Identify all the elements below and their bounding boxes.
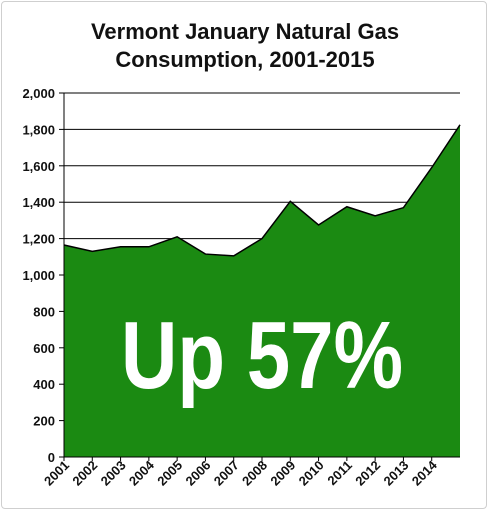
y-tick-label-10: 2,000 <box>22 86 55 101</box>
y-tick-label-1: 200 <box>33 414 55 429</box>
chart-title-line-1: Vermont January Natural Gas <box>90 19 400 44</box>
growth-annotation: Up 57% <box>121 302 403 409</box>
x-tick-label-2002: 2002 <box>69 458 100 489</box>
chart-title: Vermont January Natural Gas Consumption,… <box>0 18 490 74</box>
x-tick-label-2008: 2008 <box>239 458 270 489</box>
axes <box>63 93 460 461</box>
y-tick-labels: 0 200 400 600 800 1,000 1,200 1,400 1,600 1,800 2,… <box>22 86 55 465</box>
x-tick-label-2012: 2012 <box>352 458 383 489</box>
x-tick-label-2004: 2004 <box>126 457 158 489</box>
y-tick-label-0: 0 <box>48 450 55 465</box>
x-tick-labels: 2001200220032004200520062007200820092010… <box>41 457 440 489</box>
y-tick-label-4: 800 <box>33 304 55 319</box>
x-tick-label-2013: 2013 <box>380 458 411 489</box>
x-tick-label-2005: 2005 <box>154 458 185 489</box>
area-layer <box>63 124 461 457</box>
x-tick-label-2006: 2006 <box>182 458 213 489</box>
y-tick-label-9: 1,800 <box>22 122 55 137</box>
x-tick-label-2007: 2007 <box>211 458 242 489</box>
series-line <box>63 124 461 257</box>
y-tick-label-6: 1,200 <box>22 232 55 247</box>
x-tick-label-2009: 2009 <box>267 458 298 489</box>
y-tick-label-8: 1,600 <box>22 159 55 174</box>
y-tick-label-5: 1,000 <box>22 268 55 283</box>
x-tick-label-2014: 2014 <box>409 457 441 489</box>
chart-title-line-2: Consumption, 2001-2015 <box>115 47 375 72</box>
y-tick-label-7: 1,400 <box>22 195 55 210</box>
x-tick-label-2003: 2003 <box>98 458 129 489</box>
x-tick-label-2011: 2011 <box>324 458 355 489</box>
x-tick-label-2010: 2010 <box>296 458 327 489</box>
area-fill <box>64 124 460 457</box>
x-tick-label-2001: 2001 <box>41 458 72 489</box>
y-tick-label-3: 600 <box>33 341 55 356</box>
y-tick-label-2: 400 <box>33 377 55 392</box>
